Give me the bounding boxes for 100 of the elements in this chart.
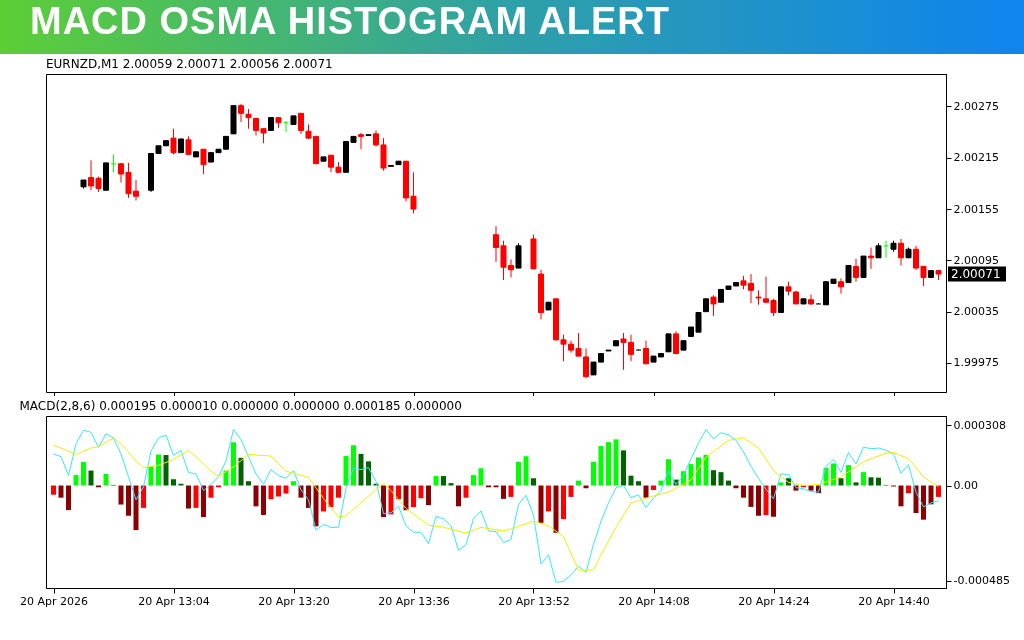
candlestick [245, 108, 252, 130]
bar [936, 485, 941, 497]
bar [898, 485, 904, 507]
bar [853, 482, 859, 486]
bar [186, 485, 191, 509]
bar [171, 479, 176, 486]
bar [531, 478, 536, 486]
bar [163, 455, 169, 486]
bar [208, 485, 214, 498]
bar [328, 485, 334, 508]
bar [426, 485, 431, 506]
bar [343, 456, 349, 486]
bar [561, 485, 566, 520]
bar [748, 485, 754, 507]
bar [403, 485, 409, 511]
x-tick-label: 20 Apr 14:08 [618, 594, 690, 608]
bar [358, 453, 364, 486]
bar [756, 485, 761, 516]
candlestick [298, 112, 304, 135]
x-tick-label: 20 Apr 13:36 [378, 594, 450, 608]
bar [591, 461, 596, 486]
candlestick [853, 258, 859, 283]
chart-subtitle: EURNZD,M1 2.00059 2.00071 2.00056 2.00071 [46, 57, 333, 71]
bar [81, 461, 86, 486]
bar [643, 485, 649, 498]
bar [838, 478, 844, 486]
bar [193, 485, 199, 508]
y-tick-label: 2.00215 [953, 151, 999, 165]
candlestick [358, 132, 364, 150]
bar [276, 485, 281, 497]
candlestick [200, 148, 207, 175]
bar [688, 464, 694, 486]
x-tick-label: 20 Apr 14:24 [738, 594, 810, 608]
candlestick [883, 240, 889, 259]
bar [621, 450, 626, 486]
bar [261, 485, 266, 515]
bar [478, 468, 484, 486]
bar [66, 485, 71, 511]
bar [148, 466, 154, 486]
bar [831, 463, 836, 486]
bar [876, 477, 881, 486]
x-tick-label: 20 Apr 2026 [19, 594, 89, 608]
x-tick-label: 20 Apr 13:04 [138, 594, 210, 608]
bar [126, 485, 131, 516]
bar [606, 442, 611, 486]
y-tick-label: 2.00275 [953, 99, 999, 113]
bar [268, 485, 274, 500]
bar [433, 476, 439, 486]
bar [741, 485, 746, 498]
bar [861, 472, 866, 486]
bar [223, 470, 229, 486]
bar [103, 473, 109, 486]
bar [868, 477, 874, 486]
candlestick [838, 277, 844, 295]
bar [568, 485, 574, 497]
x-tick-label: 20 Apr 13:52 [498, 594, 570, 608]
bar [313, 485, 319, 527]
candlestick [860, 255, 867, 278]
bar [238, 457, 244, 486]
bar [351, 445, 356, 486]
bar [418, 485, 424, 499]
bar [508, 485, 514, 497]
bar [441, 476, 446, 486]
text: 2.00071 [951, 267, 1001, 282]
bar [628, 475, 634, 486]
bar [51, 485, 56, 495]
chart-title: MACD OSMA HISTOGRAM ALERT [0, 0, 1024, 54]
bar [613, 439, 619, 486]
bar [726, 480, 731, 486]
y-tick-label: -0.000485 [953, 574, 1010, 588]
bar [118, 485, 124, 505]
candlestick [643, 340, 649, 365]
bar [523, 456, 529, 486]
bar [156, 454, 161, 486]
candlestick [898, 238, 904, 266]
bar [921, 485, 926, 520]
bar [763, 485, 769, 516]
bar [846, 465, 851, 486]
bar [411, 485, 416, 508]
chart-title: MACD(2,8,6) 0.000195 0.000010 0.000000 0.000000 0.000185 0.000000 [19, 399, 462, 413]
bar [576, 480, 581, 486]
bar [516, 461, 521, 486]
candlestick [515, 242, 522, 269]
candlestick [868, 247, 874, 270]
y-tick-label: 1.99975 [953, 356, 999, 370]
bar [58, 485, 64, 498]
x-tick-label: 20 Apr 13:20 [258, 594, 330, 608]
bar [133, 485, 139, 531]
bar [201, 485, 206, 518]
bar [501, 485, 506, 499]
bar [636, 481, 641, 486]
bar [366, 461, 371, 486]
y-tick-label: 2.00095 [953, 253, 999, 267]
y-tick-label: 0.000308 [953, 418, 1006, 432]
y-tick-label: 0.00 [953, 479, 978, 493]
bar [253, 485, 259, 507]
bar [246, 481, 251, 486]
bar [291, 481, 296, 486]
y-tick-label: 2.00155 [953, 202, 999, 216]
y-tick-label: 2.00035 [953, 305, 999, 319]
